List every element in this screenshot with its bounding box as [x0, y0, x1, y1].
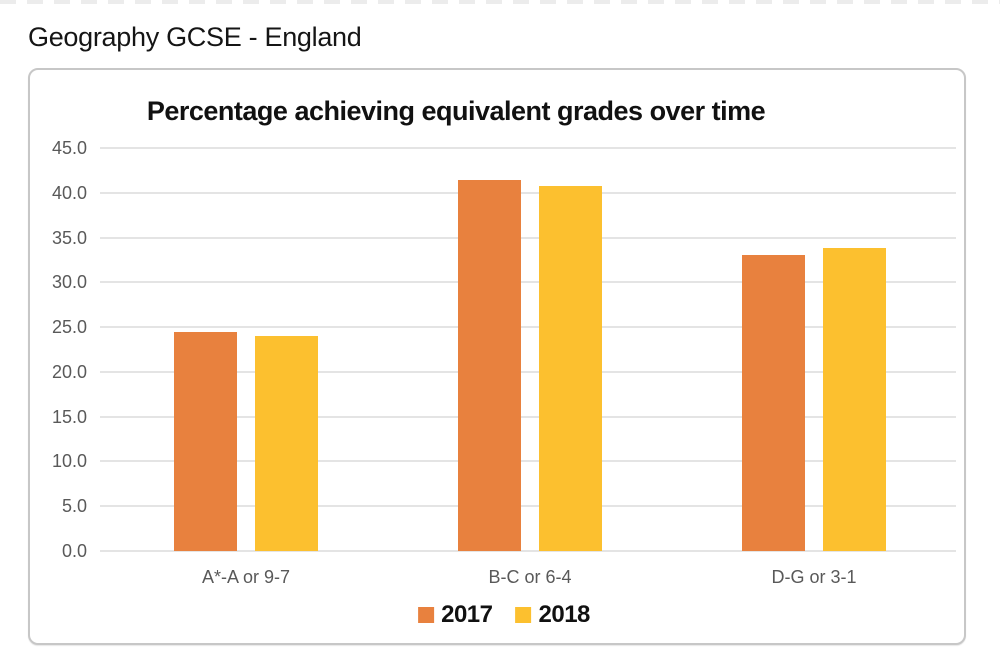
legend-item-2017: 2017: [418, 601, 493, 629]
y-axis-tick-label: 25.0: [51, 317, 87, 338]
gridline: [100, 326, 956, 329]
bar-2018-A*-A or 9-7: [255, 336, 318, 551]
y-axis-tick-label: 45.0: [51, 138, 87, 158]
y-axis-tick-label: 20.0: [51, 361, 87, 382]
y-axis-tick-label: 30.0: [51, 272, 87, 293]
x-axis-category-label: D-G or 3-1: [771, 567, 857, 587]
x-axis-category-label: B-C or 6-4: [488, 567, 572, 587]
legend-swatch-2018: [515, 607, 532, 623]
gridline: [100, 236, 956, 239]
gridline: [100, 191, 956, 194]
chart-panel: Percentage achieving equivalent grades o…: [28, 68, 966, 645]
gridline: [100, 550, 956, 552]
x-axis-category-label: A*-A or 9-7: [201, 567, 291, 587]
y-axis-tick-label: 10.0: [51, 451, 87, 472]
bar-2018-B-C or 6-4: [539, 186, 602, 551]
y-axis-tick-label: 40.0: [51, 182, 87, 203]
gridline: [100, 370, 956, 373]
bar-2017-B-C or 6-4: [458, 180, 521, 551]
legend-item-2018: 2018: [515, 601, 591, 629]
top-dashed-border: [0, 0, 1000, 4]
legend-label-2017: 2017: [441, 601, 493, 628]
legend: 2017 2018: [418, 601, 590, 629]
y-axis-tick-label: 15.0: [51, 406, 87, 427]
y-axis-tick-label: 0.0: [61, 541, 87, 561]
legend-swatch-2017: [418, 607, 435, 623]
bar-2017-A*-A or 9-7: [174, 332, 237, 551]
gridline: [100, 281, 956, 284]
legend-label-2018: 2018: [538, 601, 591, 628]
gridline: [100, 147, 956, 149]
page-title: Geography GCSE - England: [28, 22, 362, 52]
bar-2018-D-G or 3-1: [823, 248, 886, 551]
bar-2017-D-G or 3-1: [742, 255, 805, 551]
gridline: [100, 415, 956, 418]
y-axis-tick-label: 35.0: [51, 227, 87, 248]
gridline: [100, 460, 956, 463]
gridline: [100, 505, 956, 508]
y-axis-tick-label: 5.0: [61, 496, 87, 517]
chart-title: Percentage achieving equivalent grades o…: [146, 96, 766, 126]
